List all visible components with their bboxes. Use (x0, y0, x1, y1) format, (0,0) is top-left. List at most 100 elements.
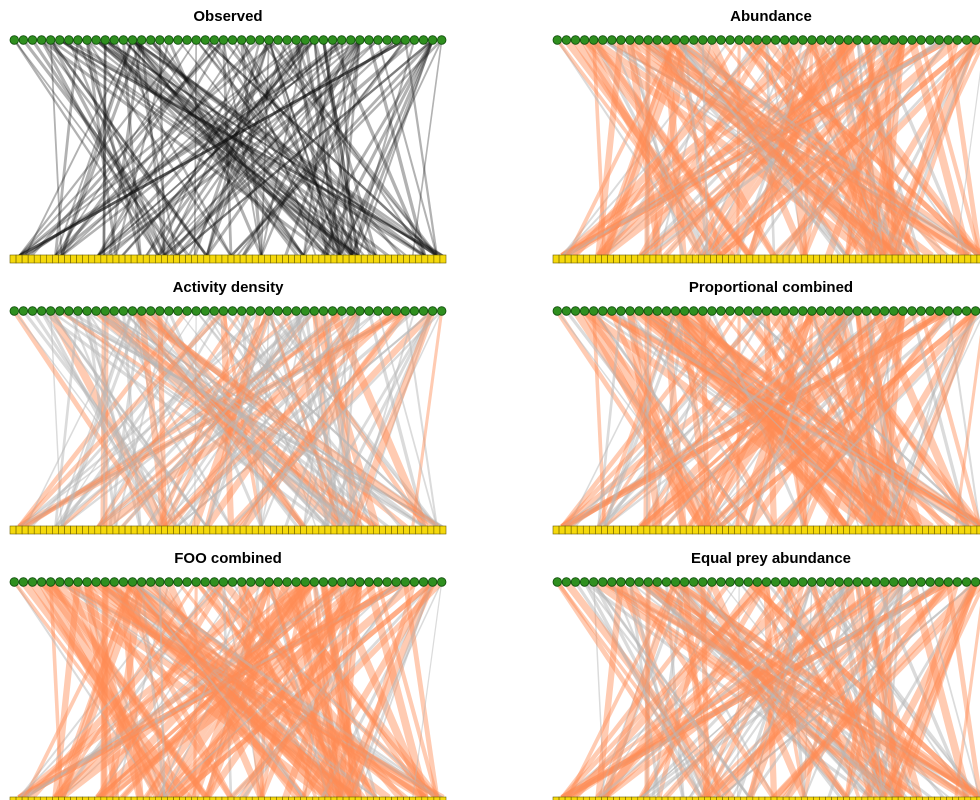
prey-node (46, 525, 53, 535)
network-link (320, 581, 362, 799)
predator-node (73, 577, 83, 587)
predator-node (552, 306, 563, 316)
network-link (54, 310, 197, 528)
predator-node (146, 577, 156, 587)
prey-node (813, 254, 820, 264)
network-link (86, 39, 359, 257)
predator-node (561, 35, 572, 45)
predator-node (400, 35, 411, 45)
prey-node (964, 796, 972, 800)
prey-node (257, 796, 265, 800)
network-link (140, 580, 409, 800)
prey-node (366, 796, 374, 800)
network-link (175, 39, 434, 257)
network-link (97, 38, 379, 258)
prey-node (318, 796, 326, 800)
network-link (121, 39, 316, 257)
prey-node (595, 525, 602, 535)
network-link (54, 309, 262, 529)
prey-node (704, 796, 711, 800)
prey-node (934, 254, 941, 264)
network-link (86, 39, 233, 257)
prey-node (837, 796, 844, 800)
prey-node (282, 525, 289, 535)
network-link (601, 579, 761, 800)
network-link (639, 310, 768, 528)
network-link (60, 310, 134, 528)
prey-node (385, 796, 392, 800)
predator-node (327, 306, 338, 316)
network-link (626, 310, 687, 528)
prey-node (619, 525, 626, 535)
prey-node (348, 254, 356, 264)
prey-node (691, 254, 699, 264)
network-link (149, 38, 342, 258)
network-link (656, 581, 776, 799)
predator-node (625, 35, 635, 45)
predator-node (373, 577, 383, 587)
network-link (326, 39, 362, 257)
network-link (220, 579, 404, 800)
network-link (597, 310, 741, 528)
prey-node (39, 254, 47, 264)
prey-node (94, 525, 102, 535)
predator-node (209, 35, 220, 45)
network-link (591, 38, 752, 258)
predator-node (191, 35, 201, 45)
network-link (104, 38, 305, 258)
network-link (573, 310, 768, 528)
prey-node (136, 525, 144, 535)
prey-node (403, 796, 410, 800)
predator-node (9, 306, 20, 316)
panel-equal-prey-abundance: Equal prey abundance (552, 550, 980, 800)
network-link (843, 38, 979, 258)
predator-node (9, 577, 20, 587)
network-link (54, 39, 197, 257)
prey-node (366, 254, 374, 264)
predator-node (925, 306, 935, 316)
network-link (49, 39, 209, 257)
prey-node (336, 525, 344, 535)
network-link (121, 579, 331, 800)
network-link (121, 310, 316, 528)
prey-node (257, 525, 265, 535)
network-link (611, 309, 969, 529)
prey-node (46, 796, 53, 800)
predator-nodes (9, 306, 447, 316)
predator-node (661, 577, 672, 587)
predator-node (73, 306, 83, 316)
prey-node (112, 525, 120, 535)
network-link (597, 309, 859, 529)
network-link (203, 580, 291, 800)
prey-node (197, 525, 205, 535)
network-link (122, 580, 336, 800)
predator-node (689, 577, 699, 587)
network-link (328, 580, 429, 800)
predator-node (427, 577, 438, 587)
network-link (313, 310, 341, 528)
predator-node (100, 35, 110, 45)
prey-node (716, 796, 723, 800)
network-link (104, 581, 359, 799)
predator-node (127, 35, 138, 45)
network-link (565, 310, 733, 528)
network-link (18, 38, 407, 258)
network-link (59, 38, 444, 258)
predator-node (907, 35, 917, 45)
prey-node (916, 796, 923, 800)
predator-node (961, 577, 972, 587)
predator-node (200, 577, 210, 587)
network-link (67, 39, 160, 257)
predator-node (45, 577, 56, 587)
predator-node (127, 577, 138, 587)
prey-node (324, 254, 332, 264)
prey-node (191, 254, 199, 264)
predator-node (418, 306, 429, 316)
network-link (874, 39, 970, 257)
predator-node (634, 306, 644, 316)
prey-node (891, 254, 899, 264)
prey-node (722, 796, 729, 800)
network-link (13, 39, 178, 257)
network-link (59, 38, 444, 258)
prey-node (433, 254, 441, 264)
